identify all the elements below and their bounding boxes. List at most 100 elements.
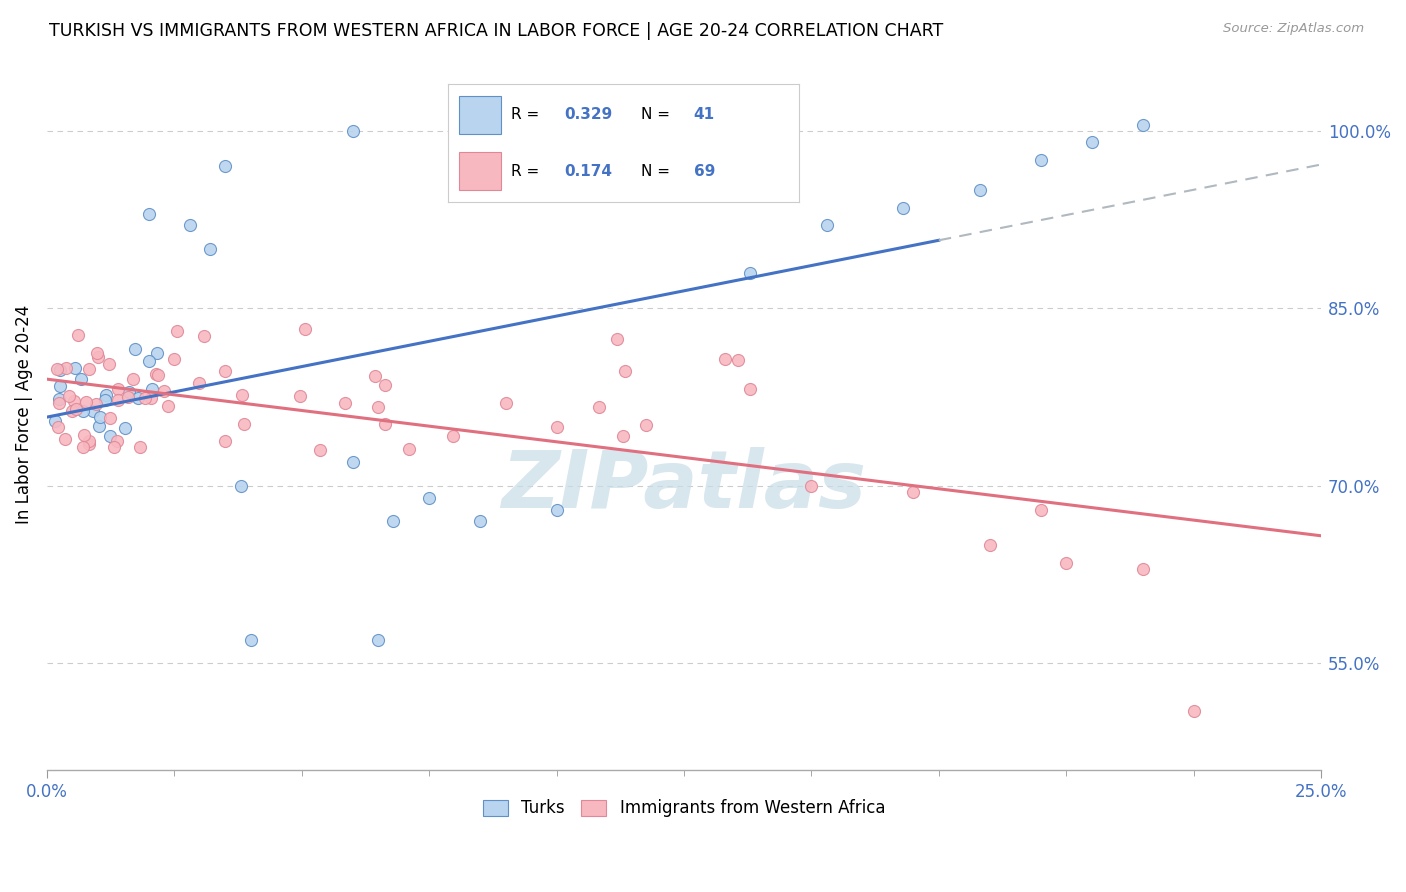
Point	[156, 400, 179, 414]
Point	[69, 372, 91, 386]
Point	[374, 378, 396, 392]
Point	[118, 384, 141, 399]
Point	[75, 395, 97, 409]
Point	[214, 159, 236, 173]
Point	[198, 242, 221, 256]
Point	[364, 368, 387, 383]
Point	[84, 397, 107, 411]
Point	[214, 364, 236, 378]
Point	[77, 362, 100, 376]
Point	[738, 382, 761, 396]
Point	[468, 514, 491, 528]
Point	[94, 393, 117, 408]
Point	[128, 440, 150, 454]
Point	[72, 440, 94, 454]
Point	[398, 442, 420, 457]
Point	[62, 404, 84, 418]
Point	[546, 419, 568, 434]
Point	[342, 455, 364, 469]
Point	[495, 396, 517, 410]
Point	[86, 350, 108, 364]
Point	[1080, 136, 1102, 150]
Point	[48, 392, 70, 407]
Legend: Turks, Immigrants from Western Africa: Turks, Immigrants from Western Africa	[474, 791, 894, 826]
Point	[86, 345, 108, 359]
Point	[124, 342, 146, 356]
Point	[294, 322, 316, 336]
Point	[94, 387, 117, 401]
Point	[97, 357, 120, 371]
Point	[166, 324, 188, 338]
Point	[79, 436, 101, 450]
Point	[588, 400, 610, 414]
Point	[66, 327, 89, 342]
Point	[146, 368, 169, 382]
Point	[82, 403, 104, 417]
Point	[138, 206, 160, 220]
Point	[309, 443, 332, 458]
Point	[63, 393, 86, 408]
Point	[1182, 704, 1205, 718]
Point	[44, 414, 66, 428]
Point	[233, 417, 256, 432]
Point	[382, 514, 405, 528]
Point	[145, 368, 167, 382]
Point	[342, 123, 364, 137]
Point	[48, 363, 70, 377]
Text: ZIPatlas: ZIPatlas	[502, 447, 866, 524]
Point	[612, 429, 634, 443]
Point	[117, 390, 139, 404]
Point	[740, 266, 762, 280]
Point	[139, 391, 162, 405]
Point	[145, 346, 167, 360]
Point	[1029, 153, 1052, 168]
Point	[89, 409, 111, 424]
Point	[969, 183, 991, 197]
Point	[48, 395, 70, 409]
Point	[606, 332, 628, 346]
Point	[800, 479, 823, 493]
Point	[153, 384, 176, 399]
Point	[1132, 562, 1154, 576]
Text: TURKISH VS IMMIGRANTS FROM WESTERN AFRICA IN LABOR FORCE | AGE 20-24 CORRELATION: TURKISH VS IMMIGRANTS FROM WESTERN AFRIC…	[49, 22, 943, 40]
Point	[231, 388, 253, 402]
Text: Source: ZipAtlas.com: Source: ZipAtlas.com	[1223, 22, 1364, 36]
Point	[727, 353, 749, 368]
Point	[214, 434, 236, 448]
Point	[891, 201, 914, 215]
Point	[418, 491, 440, 505]
Point	[179, 219, 201, 233]
Point	[55, 361, 77, 376]
Point	[87, 418, 110, 433]
Point	[333, 396, 356, 410]
Point	[374, 417, 396, 431]
Point	[614, 364, 637, 378]
Point	[103, 441, 125, 455]
Point	[163, 351, 186, 366]
Point	[72, 404, 94, 418]
Point	[73, 427, 96, 442]
Point	[63, 361, 86, 376]
Point	[903, 484, 925, 499]
Point	[367, 401, 389, 415]
Point	[239, 632, 262, 647]
Point	[58, 389, 80, 403]
Point	[288, 388, 311, 402]
Point	[53, 432, 76, 446]
Point	[107, 382, 129, 396]
Point	[1132, 118, 1154, 132]
Point	[122, 372, 145, 386]
Point	[138, 354, 160, 368]
Point	[1054, 556, 1077, 570]
Point	[979, 538, 1001, 552]
Point	[65, 401, 87, 416]
Point	[105, 434, 128, 448]
Point	[49, 379, 72, 393]
Point	[713, 351, 735, 366]
Point	[77, 434, 100, 448]
Point	[367, 632, 389, 647]
Point	[634, 418, 657, 433]
Point	[98, 429, 121, 443]
Point	[193, 328, 215, 343]
Point	[127, 391, 149, 405]
